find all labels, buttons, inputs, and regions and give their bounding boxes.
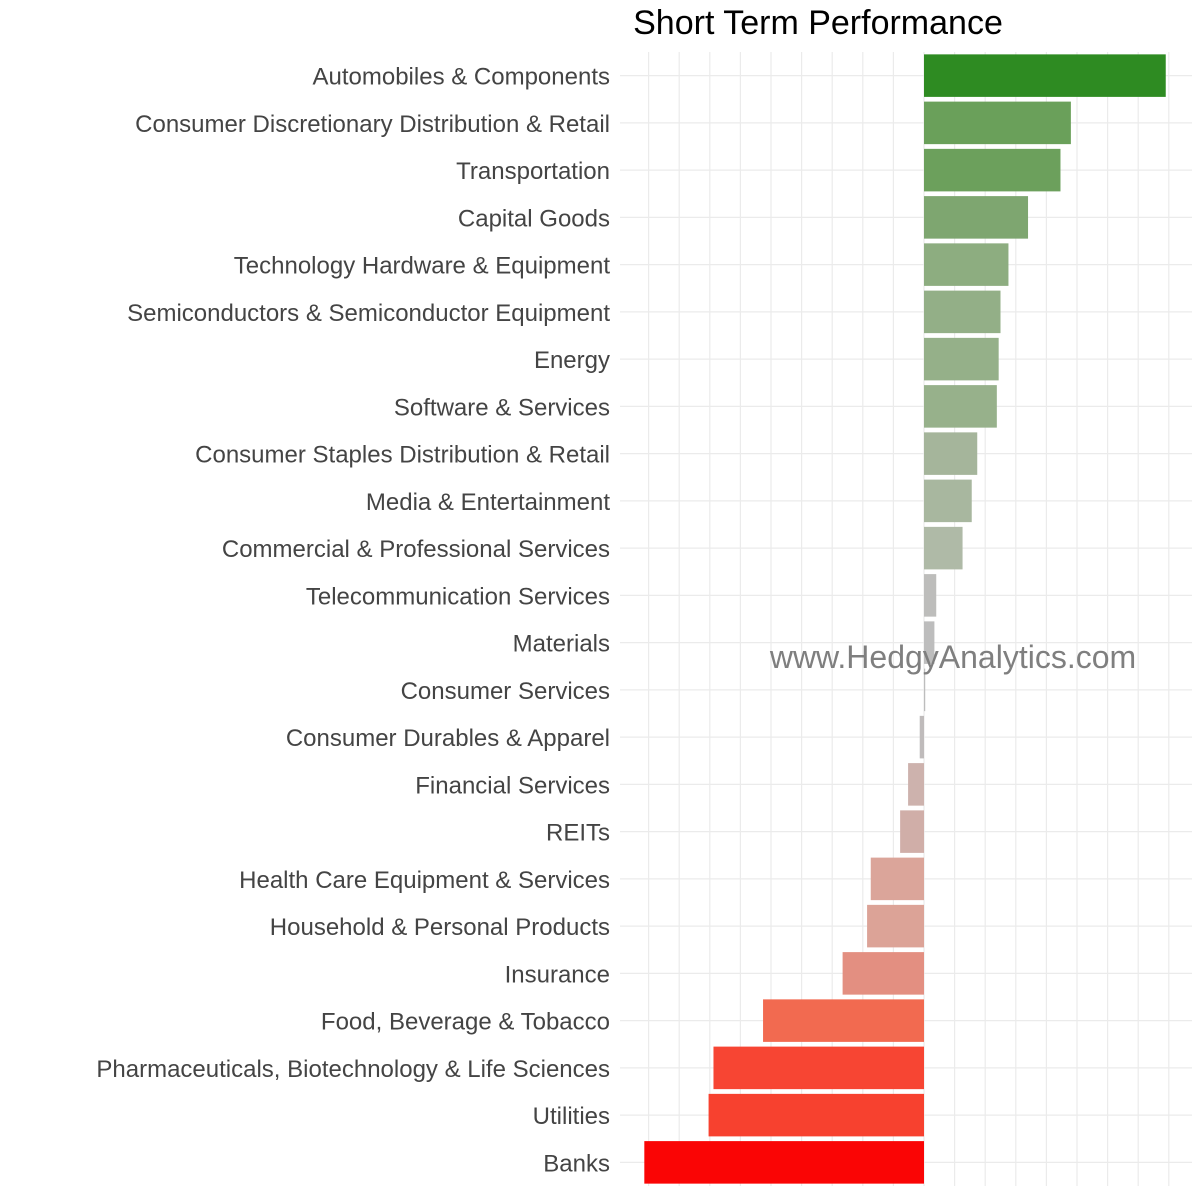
- bar: [924, 526, 963, 570]
- category-label: Consumer Staples Distribution & Retail: [195, 442, 610, 469]
- bar: [713, 1046, 924, 1090]
- bar: [870, 857, 924, 901]
- category-label: Consumer Discretionary Distribution & Re…: [135, 111, 610, 138]
- bar: [924, 574, 937, 617]
- bar: [924, 101, 1071, 145]
- category-label: Insurance: [505, 961, 610, 988]
- category-label: Telecommunication Services: [306, 583, 610, 610]
- bar-layer: [644, 54, 1166, 1184]
- bar: [842, 952, 924, 995]
- category-label: Materials: [513, 631, 610, 658]
- bar: [644, 1141, 924, 1184]
- category-label: Financial Services: [415, 772, 610, 799]
- category-label: Pharmaceuticals, Biotechnology & Life Sc…: [96, 1056, 610, 1083]
- category-label: Semiconductors & Semiconductor Equipment: [127, 300, 610, 327]
- category-label: Energy: [534, 347, 610, 374]
- bar: [924, 337, 999, 381]
- category-label: Banks: [543, 1150, 610, 1177]
- bar: [924, 290, 1001, 334]
- bar: [924, 54, 1166, 97]
- category-label: Media & Entertainment: [366, 489, 610, 516]
- bar: [900, 810, 924, 853]
- category-label: Automobiles & Components: [313, 64, 611, 91]
- bar: [924, 432, 978, 475]
- bar: [924, 621, 935, 664]
- bar: [708, 1093, 924, 1137]
- bar: [924, 196, 1029, 239]
- bar: [924, 385, 997, 428]
- category-label: Software & Services: [394, 394, 610, 421]
- category-label: Food, Beverage & Tobacco: [321, 1009, 610, 1036]
- chart-title: Short Term Performance: [633, 4, 1003, 42]
- category-label: Technology Hardware & Equipment: [234, 253, 611, 280]
- category-label: Consumer Durables & Apparel: [286, 725, 610, 752]
- category-label: Utilities: [533, 1103, 610, 1130]
- watermark-text: www.HedgyAnalytics.com: [769, 639, 1136, 675]
- bar: [924, 243, 1009, 286]
- category-label: Household & Personal Products: [270, 914, 610, 941]
- category-label: Commercial & Professional Services: [222, 536, 610, 563]
- bar: [908, 763, 924, 806]
- bar: [924, 148, 1061, 192]
- grid-layer: [620, 52, 1192, 1186]
- bar: [919, 715, 924, 759]
- bar: [867, 904, 924, 948]
- category-label-layer: Automobiles & Components Consumer Discret…: [96, 64, 610, 1178]
- category-label: Consumer Services: [401, 678, 610, 705]
- bar: [924, 479, 972, 523]
- bar: [924, 668, 926, 712]
- bar: [763, 999, 924, 1042]
- category-label: Transportation: [456, 158, 610, 185]
- category-label: REITs: [546, 820, 610, 847]
- category-label: Capital Goods: [458, 205, 610, 232]
- category-label: Health Care Equipment & Services: [239, 867, 610, 894]
